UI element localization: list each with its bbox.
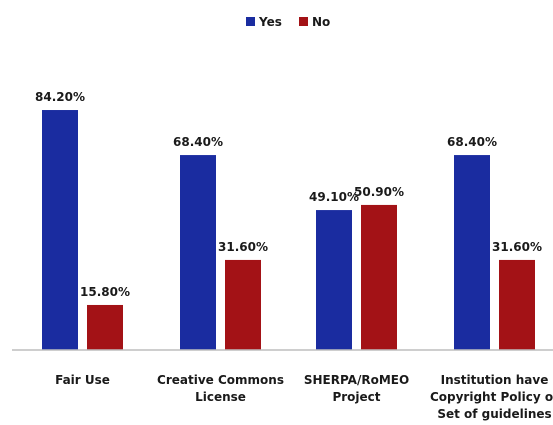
- bar-yes-0: [42, 110, 78, 350]
- category-labels: Fair Use Creative Commons License SHERPA/Ro…: [55, 373, 553, 421]
- bar-no-1: [225, 259, 261, 350]
- data-label-no-0: 15.80%: [80, 285, 130, 299]
- data-label-yes-1: 68.40%: [173, 135, 223, 149]
- bar-no-0: [87, 304, 123, 350]
- data-labels: 84.20% 68.40% 49.10% 68.40% 15.80% 31.60% 50.9…: [35, 90, 542, 299]
- category-label-3: Institution have Copyright Policy or Set o…: [430, 373, 553, 421]
- category-label-1: Creative Commons License: [157, 373, 284, 404]
- data-label-no-2: 50.90%: [354, 185, 404, 199]
- bar-yes-2: [316, 210, 352, 350]
- data-label-no-1: 31.60%: [218, 240, 268, 254]
- bar-yes-3: [454, 155, 490, 350]
- legend-label-yes: Yes: [258, 15, 282, 29]
- data-label-yes-2: 49.10%: [309, 190, 359, 204]
- bar-no-2: [361, 204, 397, 350]
- legend-swatch-yes: [246, 17, 255, 26]
- bar-no-3: [499, 259, 535, 350]
- category-label-2: SHERPA/RoMEO Project: [304, 373, 409, 404]
- data-label-yes-3: 68.40%: [447, 135, 497, 149]
- category-label-0: Fair Use: [55, 373, 110, 387]
- bar-yes-1: [180, 155, 216, 350]
- data-label-no-3: 31.60%: [492, 240, 542, 254]
- legend-swatch-no: [299, 17, 308, 26]
- legend: Yes No: [246, 15, 330, 29]
- data-label-yes-0: 84.20%: [35, 90, 85, 104]
- bars: [42, 110, 535, 350]
- legend-label-no: No: [312, 15, 330, 29]
